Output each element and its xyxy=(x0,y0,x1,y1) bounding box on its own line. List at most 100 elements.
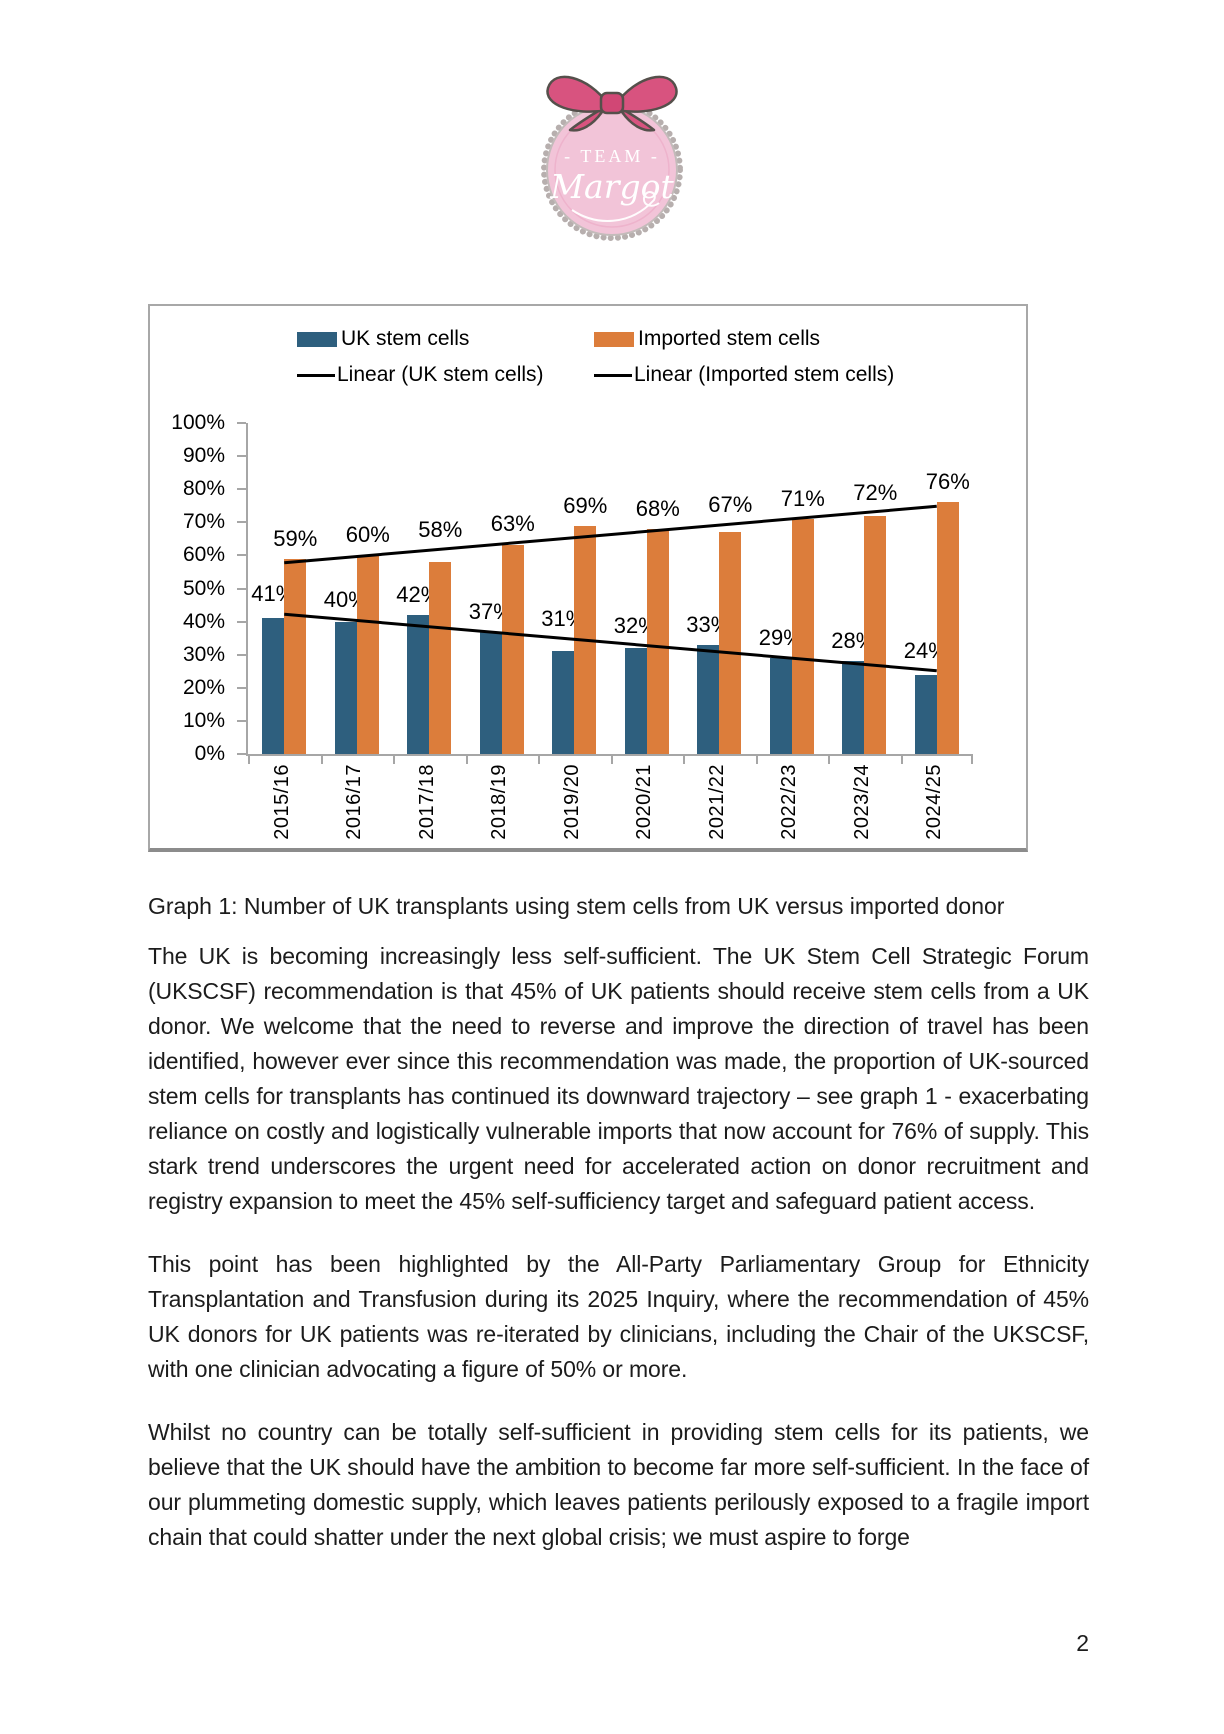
y-tick-label: 50% xyxy=(182,576,225,600)
value-label: 72% xyxy=(853,479,898,505)
legend-label: Imported stem cells xyxy=(638,327,821,350)
x-tick-label: 2015/16 xyxy=(246,764,319,856)
x-axis-labels: 2015/16 2016/17 2017/18 2018/19 2019/20 2020/… xyxy=(246,764,971,856)
bar-imported-stem-cells xyxy=(791,519,814,754)
bar-imported-stem-cells xyxy=(864,515,887,754)
category-group: 24% 76% xyxy=(901,423,974,754)
bar-imported-stem-cells xyxy=(646,528,669,754)
y-tick-label: 20% xyxy=(182,675,225,699)
x-tick-label: 2020/21 xyxy=(609,764,682,856)
y-axis-labels: 0% 10% 20% 30% 40% 50% 60% 70% 80% 90% 100% xyxy=(150,411,225,765)
y-tick xyxy=(237,653,246,656)
x-tick xyxy=(971,756,973,764)
bar-imported-stem-cells xyxy=(719,532,742,754)
body-paragraph: Whilst no country can be totally self-su… xyxy=(148,1419,1089,1550)
bar-uk-stem-cells xyxy=(697,644,720,754)
y-tick xyxy=(237,422,246,424)
x-tick-label-text: 2020/21 xyxy=(633,764,656,840)
x-tick xyxy=(610,756,613,764)
x-tick xyxy=(465,756,468,764)
x-tick-label-text: 2017/18 xyxy=(415,764,438,840)
x-tick-label: 2016/17 xyxy=(319,764,392,856)
bar-uk-stem-cells xyxy=(842,661,865,754)
y-tick-label: 80% xyxy=(182,477,225,501)
x-tick xyxy=(538,756,540,764)
x-tick-label-text: 2021/22 xyxy=(705,764,728,840)
legend-item: UK stem cells xyxy=(297,324,469,354)
bar-imported-stem-cells xyxy=(501,545,524,754)
y-tick xyxy=(237,455,246,458)
bar-uk-stem-cells xyxy=(552,651,575,754)
x-tick-label-text: 2023/24 xyxy=(850,764,873,840)
y-tick-label: 10% xyxy=(182,708,225,732)
x-tick-label-text: 2024/25 xyxy=(923,764,946,840)
bar-imported-stem-cells xyxy=(284,558,307,754)
y-tick-label: 70% xyxy=(182,510,225,534)
x-tick xyxy=(683,756,685,764)
x-tick xyxy=(755,756,758,764)
body-paragraph: The UK is becoming increasingly less sel… xyxy=(148,943,1089,1214)
category-group: 32% 68% xyxy=(611,423,684,754)
value-label: 76% xyxy=(925,469,970,495)
bar-imported-stem-cells xyxy=(429,562,452,754)
y-tick-label: 60% xyxy=(182,543,225,567)
bow-icon xyxy=(546,75,678,132)
logo-graphic: - TEAM - Margot xyxy=(541,75,683,241)
x-tick xyxy=(393,756,395,764)
x-tick-label: 2018/19 xyxy=(464,764,537,856)
category-group: 37% 63% xyxy=(466,423,539,754)
chart: UK stem cells Imported stem cells Linear (… xyxy=(148,304,1028,852)
legend-label: UK stem cells xyxy=(341,327,470,350)
team-margot-logo: - TEAM - Margot xyxy=(512,64,712,246)
bar-imported-stem-cells xyxy=(574,525,597,754)
document-content: Graph 1: Number of UK transplants using … xyxy=(148,889,1089,1555)
y-tick xyxy=(237,686,246,689)
page-number: 2 xyxy=(1076,1630,1089,1656)
x-tick xyxy=(320,756,323,764)
x-tick-label-text: 2016/17 xyxy=(343,764,366,840)
x-tick xyxy=(248,756,250,764)
logo-name-text: Margot xyxy=(549,167,674,206)
y-tick xyxy=(237,620,246,623)
legend-line-swatch xyxy=(594,373,632,377)
y-tick-label: 100% xyxy=(171,411,225,434)
x-tick xyxy=(828,756,830,764)
x-tick-label-text: 2018/19 xyxy=(488,764,511,840)
y-tick xyxy=(237,587,246,590)
y-tick xyxy=(237,719,246,722)
bar-uk-stem-cells xyxy=(624,648,647,754)
x-tick-label-text: 2022/23 xyxy=(778,764,801,840)
category-group: 28% 72% xyxy=(828,423,901,754)
bar-uk-stem-cells xyxy=(769,658,792,754)
category-group: 42% 58% xyxy=(393,423,466,754)
legend-item: Imported stem cells xyxy=(594,324,820,354)
logo-flourish xyxy=(571,191,660,222)
category-group: 29% 71% xyxy=(756,423,829,754)
x-tick-label: 2017/18 xyxy=(391,764,464,856)
bar-uk-stem-cells xyxy=(334,621,357,754)
plot-area: 41% 59% 40% 60% 42% 58% 37% 63% 31% 69% 32% 68% 33% 6… xyxy=(237,422,974,764)
bar-imported-stem-cells xyxy=(356,555,379,754)
bar-uk-stem-cells xyxy=(262,618,285,754)
bar-uk-stem-cells xyxy=(479,631,502,754)
x-tick-label-text: 2015/16 xyxy=(270,764,293,840)
legend-label: Linear (Imported stem cells) xyxy=(634,363,895,386)
x-tick-label: 2023/24 xyxy=(826,764,899,856)
y-tick xyxy=(237,753,246,755)
category-group: 31% 69% xyxy=(538,423,611,754)
x-tick-label: 2021/22 xyxy=(681,764,754,856)
bar-uk-stem-cells xyxy=(914,674,937,754)
bar-imported-stem-cells xyxy=(936,502,959,754)
legend-item: Linear (UK stem cells) xyxy=(297,360,544,390)
y-tick-label: 0% xyxy=(194,742,225,765)
x-tick-label-text: 2019/20 xyxy=(560,764,583,840)
legend-color-swatch xyxy=(297,331,337,347)
x-tick-label: 2019/20 xyxy=(536,764,609,856)
logo-team-text: - TEAM - xyxy=(564,146,660,166)
category-group: 33% 67% xyxy=(683,423,756,754)
y-tick xyxy=(237,554,246,557)
legend-label: Linear (UK stem cells) xyxy=(337,363,544,386)
legend-item: Linear (Imported stem cells) xyxy=(594,360,894,390)
y-tick-label: 30% xyxy=(182,642,225,666)
